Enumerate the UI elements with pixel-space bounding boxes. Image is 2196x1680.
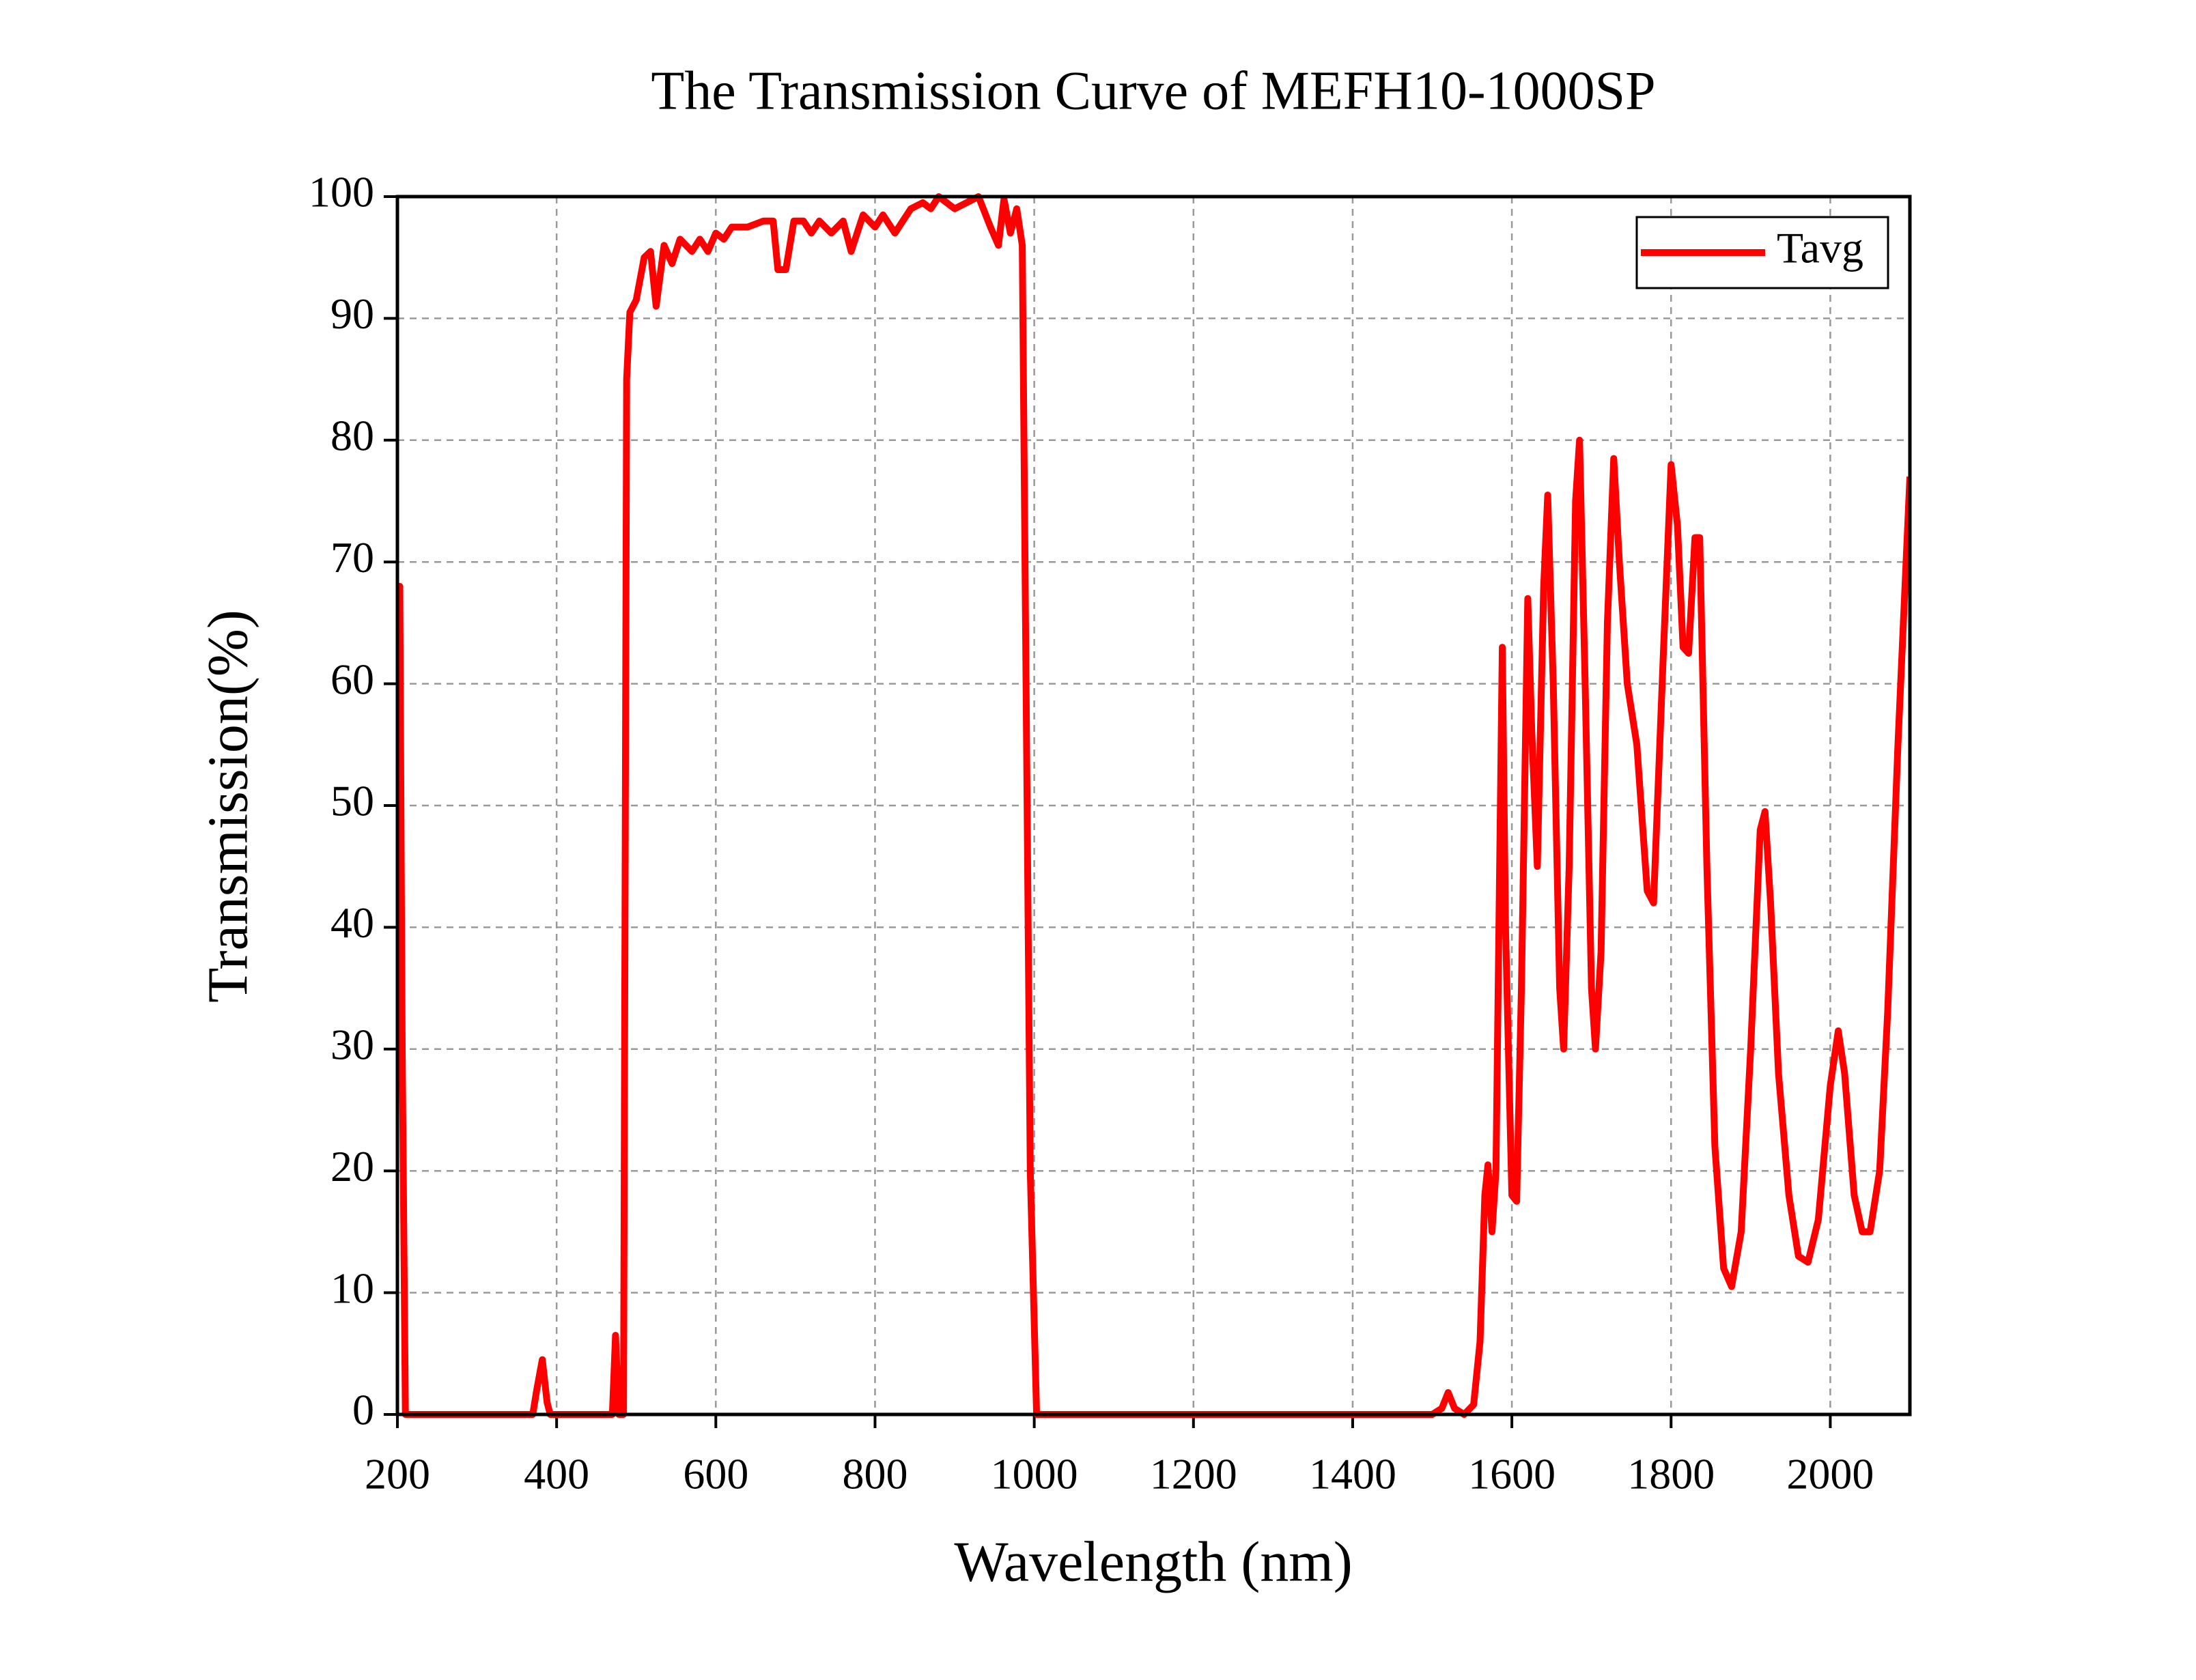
- data-line: [397, 193, 1910, 1418]
- y-tick-label: 50: [330, 777, 374, 825]
- x-tick-label: 2000: [1786, 1450, 1874, 1498]
- plot-frame: [395, 195, 1912, 1416]
- y-tick-label: 0: [352, 1386, 374, 1434]
- y-tick-label: 80: [330, 411, 374, 459]
- x-tick-label: 200: [365, 1450, 430, 1498]
- x-tick-label: 1800: [1627, 1450, 1715, 1498]
- y-tick-label: 30: [330, 1020, 374, 1068]
- y-tick-label: 40: [330, 898, 374, 947]
- y-axis-label: Transmission(%): [196, 610, 259, 1003]
- legend-box: [1635, 216, 1889, 289]
- x-tick-label: 1600: [1468, 1450, 1556, 1498]
- x-tick-label: 1400: [1309, 1450, 1396, 1498]
- y-tick-label: 100: [309, 168, 374, 216]
- x-tick-label: 800: [842, 1450, 907, 1498]
- y-tick-label: 10: [330, 1264, 374, 1312]
- x-tick-label: 400: [524, 1450, 589, 1498]
- y-tick-label: 60: [330, 655, 374, 703]
- x-tick-label: 600: [683, 1450, 748, 1498]
- y-tick-label: 20: [330, 1142, 374, 1191]
- x-axis-label: Wavelength (nm): [954, 1530, 1352, 1593]
- x-tick-label: 1000: [991, 1450, 1078, 1498]
- chart-title: The Transmission Curve of MEFH10-1000SP: [651, 61, 1655, 121]
- y-tick-label: 70: [330, 533, 374, 582]
- legend-label: Tavg: [1777, 224, 1863, 272]
- x-tick-label: 1200: [1150, 1450, 1237, 1498]
- y-tick-label: 90: [330, 289, 374, 338]
